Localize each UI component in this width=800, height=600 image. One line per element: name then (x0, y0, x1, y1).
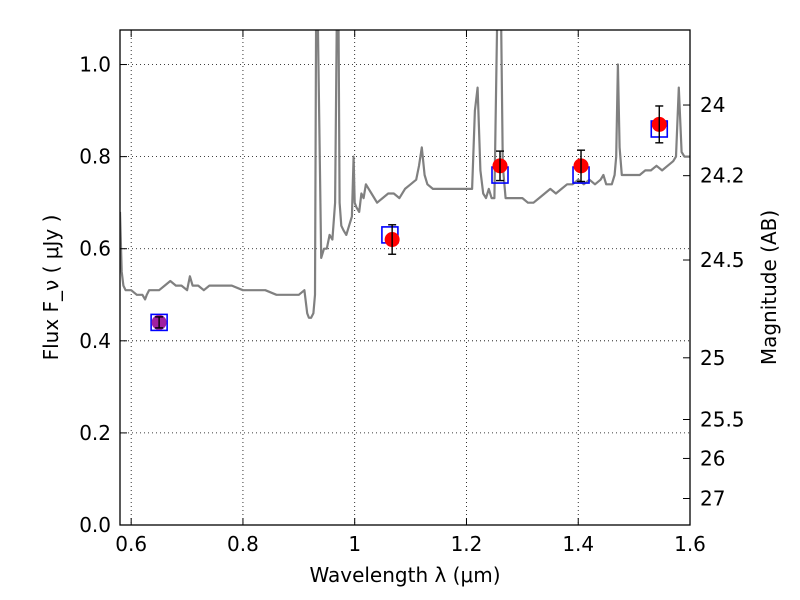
x-axis-title: Wavelength λ (μm) (309, 563, 500, 587)
x-tick-label: 1.4 (562, 532, 594, 556)
y-tick-label: 0.2 (79, 421, 111, 445)
x-tick-label: 0.6 (115, 532, 147, 556)
y-tick-label: 1.0 (79, 53, 111, 77)
x-tick-label: 0.8 (227, 532, 259, 556)
spectrum-line (120, 30, 690, 319)
x-tick-label: 1.6 (674, 532, 706, 556)
x-tick-label: 1.2 (451, 532, 483, 556)
y2-tick-label: 24 (700, 93, 725, 117)
y2-tick-label: 26 (700, 446, 725, 470)
grid (120, 30, 691, 526)
y2-tick-label: 24.5 (700, 248, 745, 272)
y-tick-label: 0.6 (79, 237, 111, 261)
plot-frame (119, 29, 691, 526)
model-box-marker (150, 313, 168, 332)
y2-tick-label: 25 (700, 346, 725, 370)
y2-tick-label: 27 (700, 487, 725, 511)
y2-axis-title: Magnitude (AB) (757, 210, 781, 365)
plot-series (120, 30, 690, 332)
y-axis-title: Flux F_ν ( μJy ) (39, 215, 63, 361)
y-tick-label: 0.4 (79, 329, 111, 353)
y2-tick-label: 24.2 (700, 164, 745, 188)
y-tick-label: 0.8 (79, 145, 111, 169)
axis-ticks: 0.6 0.8 1 1.2 1.4 1.6 0.0 0.2 0.4 0.6 0.8 1.0 24 24.2… (79, 30, 745, 556)
x-tick-label: 1 (348, 532, 361, 556)
y-tick-label: 0.0 (79, 513, 111, 537)
y2-tick-label: 25.5 (700, 408, 745, 432)
